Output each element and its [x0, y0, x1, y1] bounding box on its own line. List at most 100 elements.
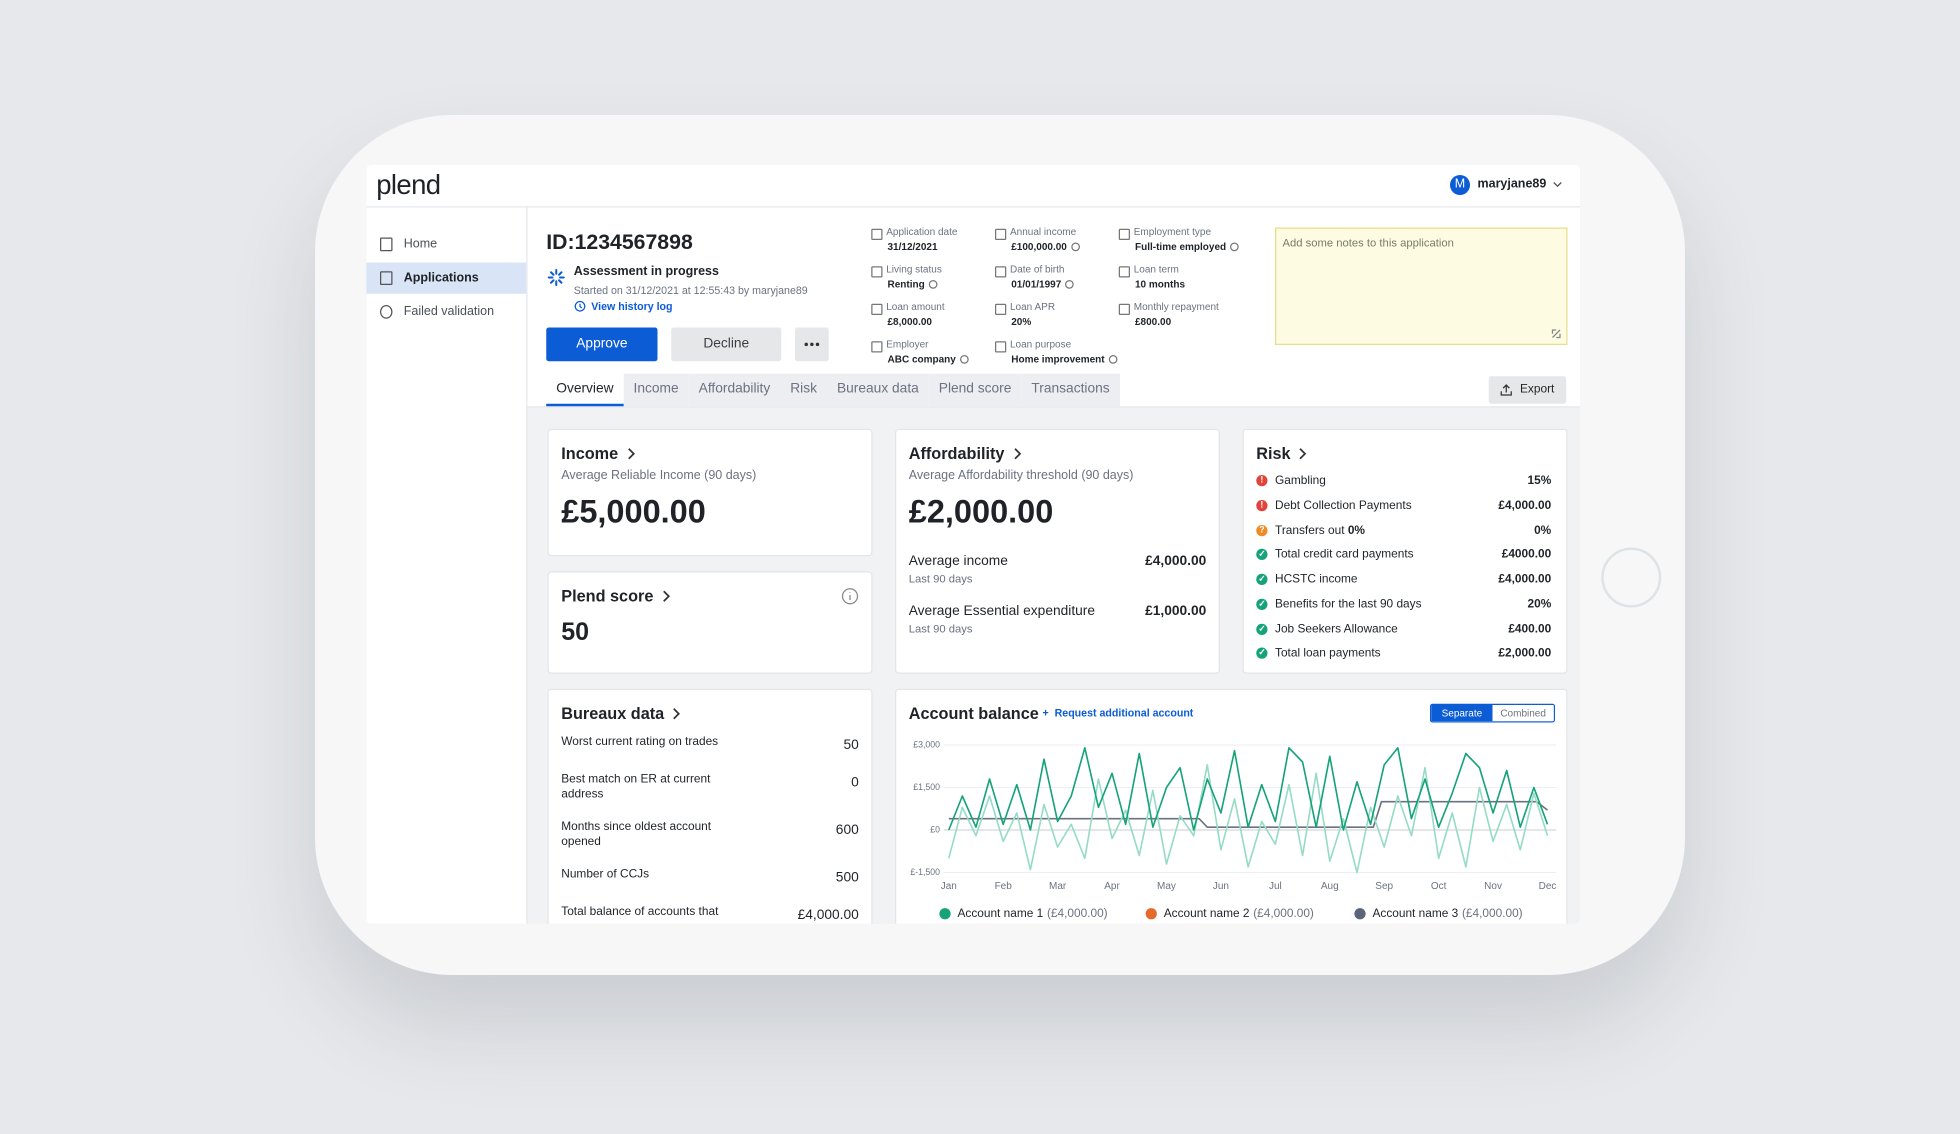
export-button[interactable]: Export — [1488, 376, 1567, 404]
plend-score-card[interactable]: Plend score 50 — [547, 571, 873, 674]
toggle-option[interactable]: Combined — [1492, 705, 1554, 722]
risk-label-text: Debt Collection Payments — [1275, 498, 1412, 513]
card-title: Plend score — [561, 586, 654, 605]
started-info: Started on 31/12/2021 at 12:55:43 by mar… — [573, 283, 808, 297]
risk-label-text: Job Seekers Allowance — [1275, 621, 1398, 636]
application-header: ID:1234567898 Assessment in progress Sta… — [527, 207, 1580, 408]
afford-value: £1,000.00 — [1145, 603, 1207, 619]
field-icon — [871, 341, 883, 353]
history-link[interactable]: View history log — [591, 300, 673, 313]
view-toggle: Separate Combined — [1430, 703, 1555, 723]
verified-icon — [1070, 242, 1080, 252]
tab[interactable]: Transactions — [1021, 373, 1120, 407]
logo[interactable]: plend — [376, 168, 441, 200]
risk-status-icon: ! — [1256, 499, 1268, 511]
sidebar-item[interactable]: Home — [366, 229, 526, 260]
sidebar-label: Home — [403, 237, 438, 252]
x-tick-label: Jun — [1213, 881, 1229, 892]
sidebar-item[interactable]: Failed validation — [366, 296, 526, 327]
card-value: £2,000.00 — [908, 492, 1054, 531]
x-tick-label: May — [1157, 881, 1176, 892]
bureaux-value: £4,000.00 — [797, 907, 859, 923]
field-icon — [995, 341, 1007, 353]
bureaux-value: 500 — [835, 870, 859, 885]
legend-swatch — [939, 908, 951, 920]
chevron-icon — [1013, 448, 1021, 460]
account-balance-card: Account balance + Request additional acc… — [895, 688, 1568, 924]
card-subtitle: Average Reliable Income (90 days) — [561, 468, 757, 483]
affordability-card[interactable]: Affordability Average Affordability thre… — [895, 428, 1220, 674]
tab[interactable]: Affordability — [688, 373, 781, 407]
legend-name: Account name 3 — [1373, 906, 1459, 920]
bureaux-value: 600 — [835, 822, 859, 838]
screen: plend M maryjane89 Home Applications Faile… — [366, 165, 1580, 924]
tab[interactable]: Income — [623, 373, 689, 407]
card-title: Income — [561, 443, 619, 463]
notes-box[interactable]: Add some notes to this application — [1275, 227, 1568, 345]
risk-label-text: Gambling — [1275, 473, 1326, 488]
income-card[interactable]: Income Average Reliable Income (90 days)… — [547, 428, 873, 557]
toggle-option[interactable]: Separate — [1431, 705, 1493, 722]
afford-sub: Last 90 days — [908, 622, 973, 636]
risk-label-text: HCSTC income — [1275, 572, 1358, 587]
risk-status-icon: ✓ — [1256, 623, 1268, 635]
risk-label: Total credit card payments — [1275, 548, 1414, 562]
sidebar-icon — [380, 237, 393, 252]
approve-button[interactable]: Approve — [546, 327, 658, 362]
field-label: Employer — [886, 338, 929, 350]
chevron — [1299, 448, 1307, 460]
x-tick-label: Apr — [1104, 881, 1120, 892]
bureaux-label: Number of CCJs — [561, 867, 650, 882]
avatar[interactable]: M — [1450, 175, 1470, 195]
field-value: £8,000.00 — [887, 316, 932, 328]
more-button[interactable] — [795, 327, 829, 362]
x-tick-label: Feb — [995, 881, 1013, 892]
risk-label: Benefits for the last 90 days — [1275, 597, 1422, 611]
sidebar-icon — [380, 305, 393, 319]
field-value: Renting — [887, 278, 925, 290]
x-tick-label: Jan — [941, 881, 957, 892]
tab[interactable]: Bureaux data — [826, 373, 929, 407]
bureaux-label: Worst current rating on trades — [561, 735, 719, 749]
card-title: Affordability — [908, 443, 1005, 463]
request-account-link[interactable]: + Request additional account — [1042, 706, 1194, 719]
chevron-icon — [1299, 448, 1307, 460]
legend-swatch — [1354, 908, 1366, 920]
field-icon — [871, 303, 883, 315]
field-label: Application date — [886, 226, 958, 238]
bureaux-label: Months since oldest account opened — [561, 820, 712, 849]
tabs: Overview Income Affordability Risk Bureaux d… — [546, 373, 1120, 407]
verified-icon — [959, 355, 969, 364]
field-value: £100,000.00 — [1011, 241, 1067, 253]
field-icon — [995, 228, 1007, 240]
x-tick-label: Jul — [1269, 881, 1282, 892]
field-value: 10 months — [1135, 278, 1186, 290]
field-label: Monthly repayment — [1133, 301, 1219, 313]
tab[interactable]: Plend score — [928, 373, 1022, 407]
risk-card[interactable]: Risk ! Gambling 15%! Debt Collection Paymen… — [1242, 428, 1568, 674]
notes-placeholder: Add some notes to this application — [1282, 236, 1454, 249]
card-value: £5,000.00 — [561, 492, 706, 531]
decline-button[interactable]: Decline — [671, 327, 782, 362]
risk-label: HCSTC income — [1275, 573, 1358, 587]
sidebar-item[interactable]: Applications — [366, 262, 527, 294]
chevron — [1013, 448, 1021, 460]
risk-value: £2,000.00 — [1498, 646, 1552, 661]
sidebar: Home Applications Failed validation — [366, 207, 528, 924]
risk-value: £4,000.00 — [1498, 572, 1552, 587]
field-value: ABC company — [887, 353, 956, 365]
field-label: Loan purpose — [1010, 338, 1072, 350]
field-icon — [995, 266, 1007, 278]
risk-label-text: Benefits for the last 90 days — [1275, 597, 1422, 611]
chevron — [662, 590, 670, 602]
username[interactable]: maryjane89 — [1477, 177, 1547, 192]
tab[interactable]: Overview — [546, 373, 624, 407]
bureaux-card[interactable]: Bureaux data Worst current rating on tra… — [547, 688, 873, 924]
afford-value: £4,000.00 — [1145, 553, 1207, 569]
info-icon[interactable] — [841, 588, 859, 606]
home-button[interactable] — [1601, 547, 1662, 608]
tab[interactable]: Risk — [780, 373, 827, 407]
chevron — [627, 448, 635, 460]
field-icon — [871, 266, 883, 278]
legend-name: Account name 1 — [958, 906, 1044, 920]
